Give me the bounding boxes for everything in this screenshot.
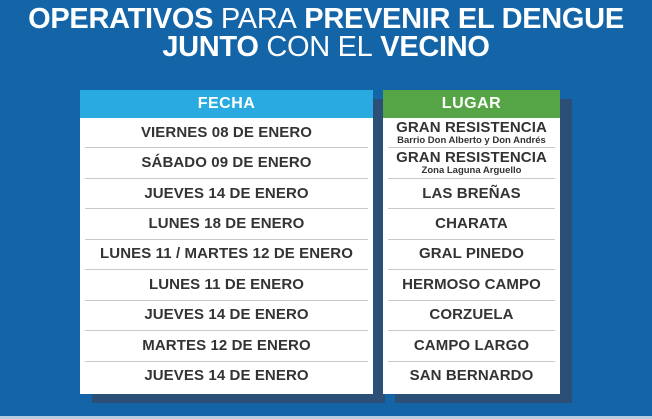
- table-row: SÁBADO 09 DE ENERO: [85, 147, 368, 177]
- schedule-table-lugar: LUGAR GRAN RESISTENCIA Barrio Don Albert…: [383, 90, 560, 394]
- lugar-cell: CAMPO LARGO: [413, 336, 530, 354]
- title-word-para: PARA: [220, 3, 297, 35]
- fecha-cell: LUNES 11 / MARTES 12 DE ENERO: [100, 245, 353, 263]
- fecha-cell: JUEVES 14 DE ENERO: [144, 367, 309, 385]
- table-row: JUEVES 14 DE ENERO: [85, 177, 368, 208]
- table-row: LUNES 18 DE ENERO: [85, 208, 368, 238]
- lugar-cell: CHARATA: [435, 215, 508, 233]
- fecha-column-body: VIERNES 08 DE ENERO SÁBADO 09 DE ENERO J…: [80, 118, 373, 394]
- lugar-cell: CORZUELA: [429, 306, 514, 324]
- table-row: SAN BERNARDO: [388, 360, 555, 391]
- table-row: CAMPO LARGO: [388, 330, 555, 360]
- lugar-cell: SAN BERNARDO: [409, 367, 534, 385]
- lugar-cell-subtitle: Zona Laguna Arguello: [421, 165, 522, 177]
- schedule-table-fecha: FECHA VIERNES 08 DE ENERO SÁBADO 09 DE E…: [80, 90, 373, 394]
- page-title-line1: OPERATIVOS PARA PREVENIR EL DENGUE: [0, 3, 652, 35]
- table-row: MARTES 12 DE ENERO: [85, 330, 368, 360]
- lugar-column-body: GRAN RESISTENCIA Barrio Don Alberto y Do…: [383, 118, 560, 394]
- table-row: HERMOSO CAMPO: [388, 269, 555, 299]
- bottom-edge-strip: [0, 416, 652, 419]
- fecha-cell: LUNES 11 DE ENERO: [148, 275, 305, 293]
- table-row: JUEVES 14 DE ENERO: [85, 299, 368, 330]
- title-word-junto: JUNTO: [162, 31, 259, 63]
- title-word-operativos: OPERATIVOS: [28, 3, 214, 35]
- fecha-cell: JUEVES 14 DE ENERO: [144, 306, 309, 324]
- fecha-cell: SÁBADO 09 DE ENERO: [141, 154, 312, 172]
- table-row: LUNES 11 / MARTES 12 DE ENERO: [85, 238, 368, 269]
- title-phrase-prevenir: PREVENIR EL DENGUE: [304, 3, 624, 35]
- lugar-cell: GRAN RESISTENCIA: [396, 149, 547, 167]
- fecha-column-header: FECHA: [80, 90, 373, 118]
- page-title: OPERATIVOS PARA PREVENIR EL DENGUE JUNTO…: [0, 3, 652, 63]
- fecha-cell: VIERNES 08 DE ENERO: [140, 123, 313, 141]
- lugar-column-header: LUGAR: [383, 90, 560, 118]
- table-row: GRAL PINEDO: [388, 238, 555, 269]
- table-row: GRAN RESISTENCIA Zona Laguna Arguello: [388, 147, 555, 177]
- table-row: JUEVES 14 DE ENERO: [85, 360, 368, 391]
- table-row: LUNES 11 DE ENERO: [85, 269, 368, 299]
- table-row: GRAN RESISTENCIA Barrio Don Alberto y Do…: [388, 118, 555, 147]
- fecha-cell: LUNES 18 DE ENERO: [148, 215, 305, 233]
- lugar-cell: GRAL PINEDO: [418, 245, 524, 263]
- page-title-line2: JUNTO CON EL VECINO: [0, 31, 652, 63]
- lugar-cell: GRAN RESISTENCIA: [396, 118, 547, 136]
- table-row: CHARATA: [388, 208, 555, 238]
- fecha-cell: JUEVES 14 DE ENERO: [144, 184, 309, 202]
- title-phrase-con-el: CON EL: [266, 31, 373, 63]
- lugar-cell: LAS BREÑAS: [422, 184, 521, 202]
- table-row: LAS BREÑAS: [388, 177, 555, 208]
- table-row: VIERNES 08 DE ENERO: [85, 118, 368, 147]
- table-row: CORZUELA: [388, 299, 555, 330]
- fecha-cell: MARTES 12 DE ENERO: [142, 336, 311, 354]
- lugar-cell-subtitle: Barrio Don Alberto y Don Andrés: [397, 134, 546, 146]
- lugar-cell: HERMOSO CAMPO: [402, 275, 541, 293]
- title-word-vecino: VECINO: [380, 31, 490, 63]
